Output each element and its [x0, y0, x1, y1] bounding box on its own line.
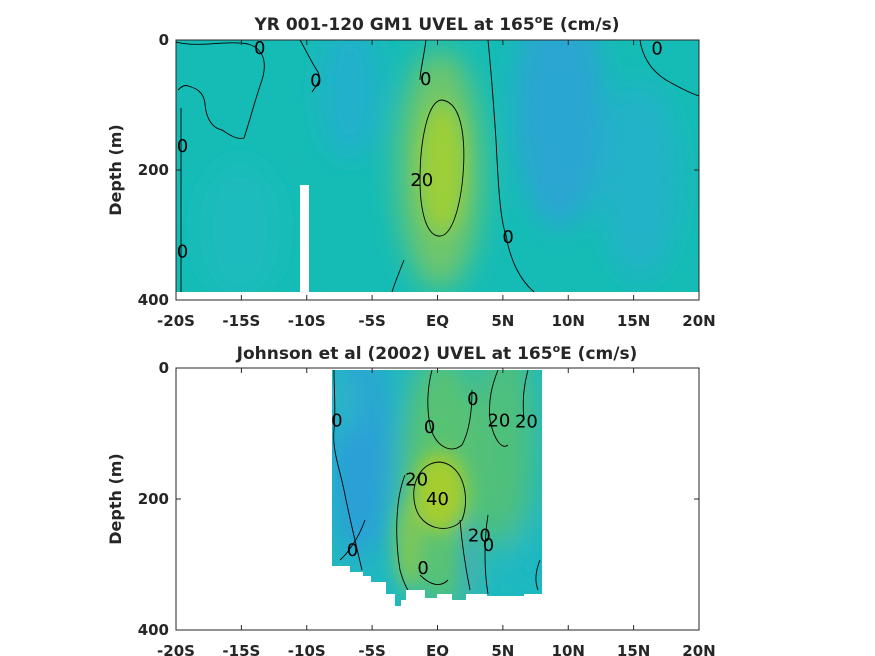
top-x-tick-label: -20S [157, 312, 195, 330]
bottom-panel: Johnson et al (2002) UVEL at 165oE (cm/s… [106, 342, 716, 656]
top-contours [176, 40, 699, 292]
top-y-axis-label: Depth (m) [106, 124, 125, 216]
bottom-contour-label: 20 [468, 526, 491, 547]
bottom-contours [333, 370, 541, 601]
top-contour-label: 0 [177, 136, 188, 157]
bottom-contour-label: 0 [347, 540, 358, 561]
bottom-x-tick-label: 15N [617, 642, 650, 656]
bottom-contour-label: 40 [426, 489, 449, 510]
bottom-x-tick-label: -5S [358, 642, 385, 656]
bottom-y-axis-label: Depth (m) [106, 453, 125, 545]
top-contour-labels: 0 0 0 0 0 0 20 0 [177, 38, 663, 262]
top-x-tick-label: 5N [491, 312, 514, 330]
bottom-contour-label: 0 [424, 417, 435, 438]
bottom-x-tick-label: 10N [552, 642, 585, 656]
top-x-tick-label: EQ [426, 312, 449, 330]
bottom-y-tick-label: 200 [138, 490, 169, 508]
bottom-y-tick-label: 400 [138, 621, 169, 639]
top-mask-gap [300, 185, 309, 292]
bottom-chart-title: Johnson et al (2002) UVEL at 165oE (cm/s… [236, 342, 638, 364]
top-contour-label: 0 [502, 227, 513, 248]
bottom-contour-label: 20 [405, 469, 428, 490]
bottom-x-tick-label: EQ [426, 642, 449, 656]
top-contour-label: 0 [254, 38, 265, 59]
top-contour-label: 0 [651, 38, 662, 59]
top-y-tick-label: 200 [138, 161, 169, 179]
bottom-contour-label: 0 [483, 535, 494, 556]
bottom-x-tick-label: 20N [682, 642, 715, 656]
bottom-contour-label: 0 [331, 410, 342, 431]
bottom-heatmap [332, 370, 542, 606]
bottom-x-tick-label: -15S [222, 642, 260, 656]
top-x-tick-label: -15S [222, 312, 260, 330]
top-contour-label: 20 [410, 170, 433, 191]
top-contour-label: 0 [310, 70, 321, 91]
top-contour-label: 0 [420, 69, 431, 90]
top-heatmap [176, 40, 699, 292]
bottom-x-tick-label: 5N [491, 642, 514, 656]
bottom-x-tick-label: -20S [157, 642, 195, 656]
top-x-tick-label: -5S [358, 312, 385, 330]
bottom-contour-label: 0 [467, 389, 478, 410]
top-panel: YR 001-120 GM1 UVEL at 165oE (cm/s) [106, 13, 716, 330]
top-contour-label: 0 [177, 241, 188, 262]
bottom-contour-label: 20 [515, 412, 538, 433]
top-x-tick-label: 15N [617, 312, 650, 330]
top-x-tick-label: 20N [682, 312, 715, 330]
bottom-contour-label: 20 [487, 410, 510, 431]
bottom-contour-label: 0 [417, 558, 428, 579]
bottom-x-tick-label: -10S [288, 642, 326, 656]
top-x-tick-label: 10N [552, 312, 585, 330]
top-y-tick-label: 0 [159, 31, 169, 49]
top-chart-title: YR 001-120 GM1 UVEL at 165oE (cm/s) [254, 13, 620, 35]
top-x-tick-label: -10S [288, 312, 326, 330]
bottom-y-tick-label: 0 [159, 359, 169, 377]
top-y-tick-label: 400 [138, 291, 169, 309]
